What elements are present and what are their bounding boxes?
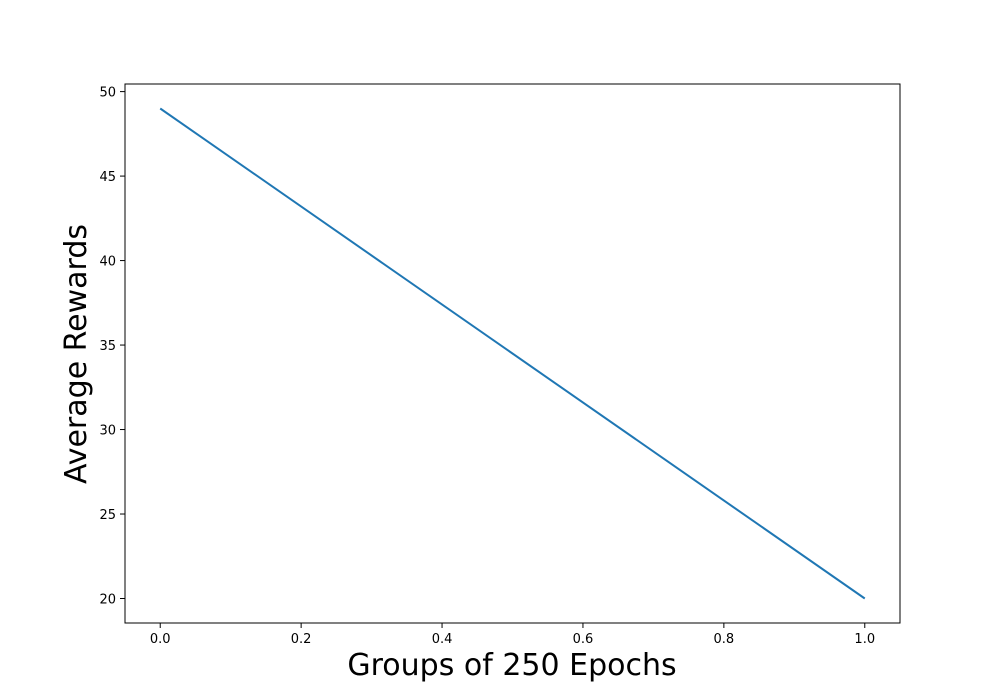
y-tick-label: 25: [99, 508, 116, 523]
series-line-0: [159, 107, 866, 600]
x-axis: 0.0 0.2 0.4 0.6 0.8 1.0: [150, 623, 875, 647]
y-axis-label: Average Rewards: [59, 224, 94, 484]
x-tick-label: 0.2: [291, 632, 312, 647]
y-tick-label: 20: [99, 593, 116, 608]
plot-area-frame: [124, 83, 901, 624]
y-tick-label: 30: [99, 424, 116, 439]
y-tick-label: 35: [99, 339, 116, 354]
x-tick-label: 0.4: [432, 632, 453, 647]
y-tick-label: 40: [99, 255, 116, 270]
x-tick-label: 0.6: [573, 632, 594, 647]
y-tick-label: 50: [99, 86, 116, 101]
x-tick-label: 0.8: [714, 632, 735, 647]
x-tick-label: 1.0: [854, 632, 875, 647]
series-layer: [159, 107, 866, 600]
y-tick-label: 45: [99, 170, 116, 185]
x-tick-label: 0.0: [150, 632, 171, 647]
y-axis: 20 25 30 35 40 45 50: [99, 86, 125, 608]
x-axis-label: Groups of 250 Epochs: [347, 648, 676, 683]
